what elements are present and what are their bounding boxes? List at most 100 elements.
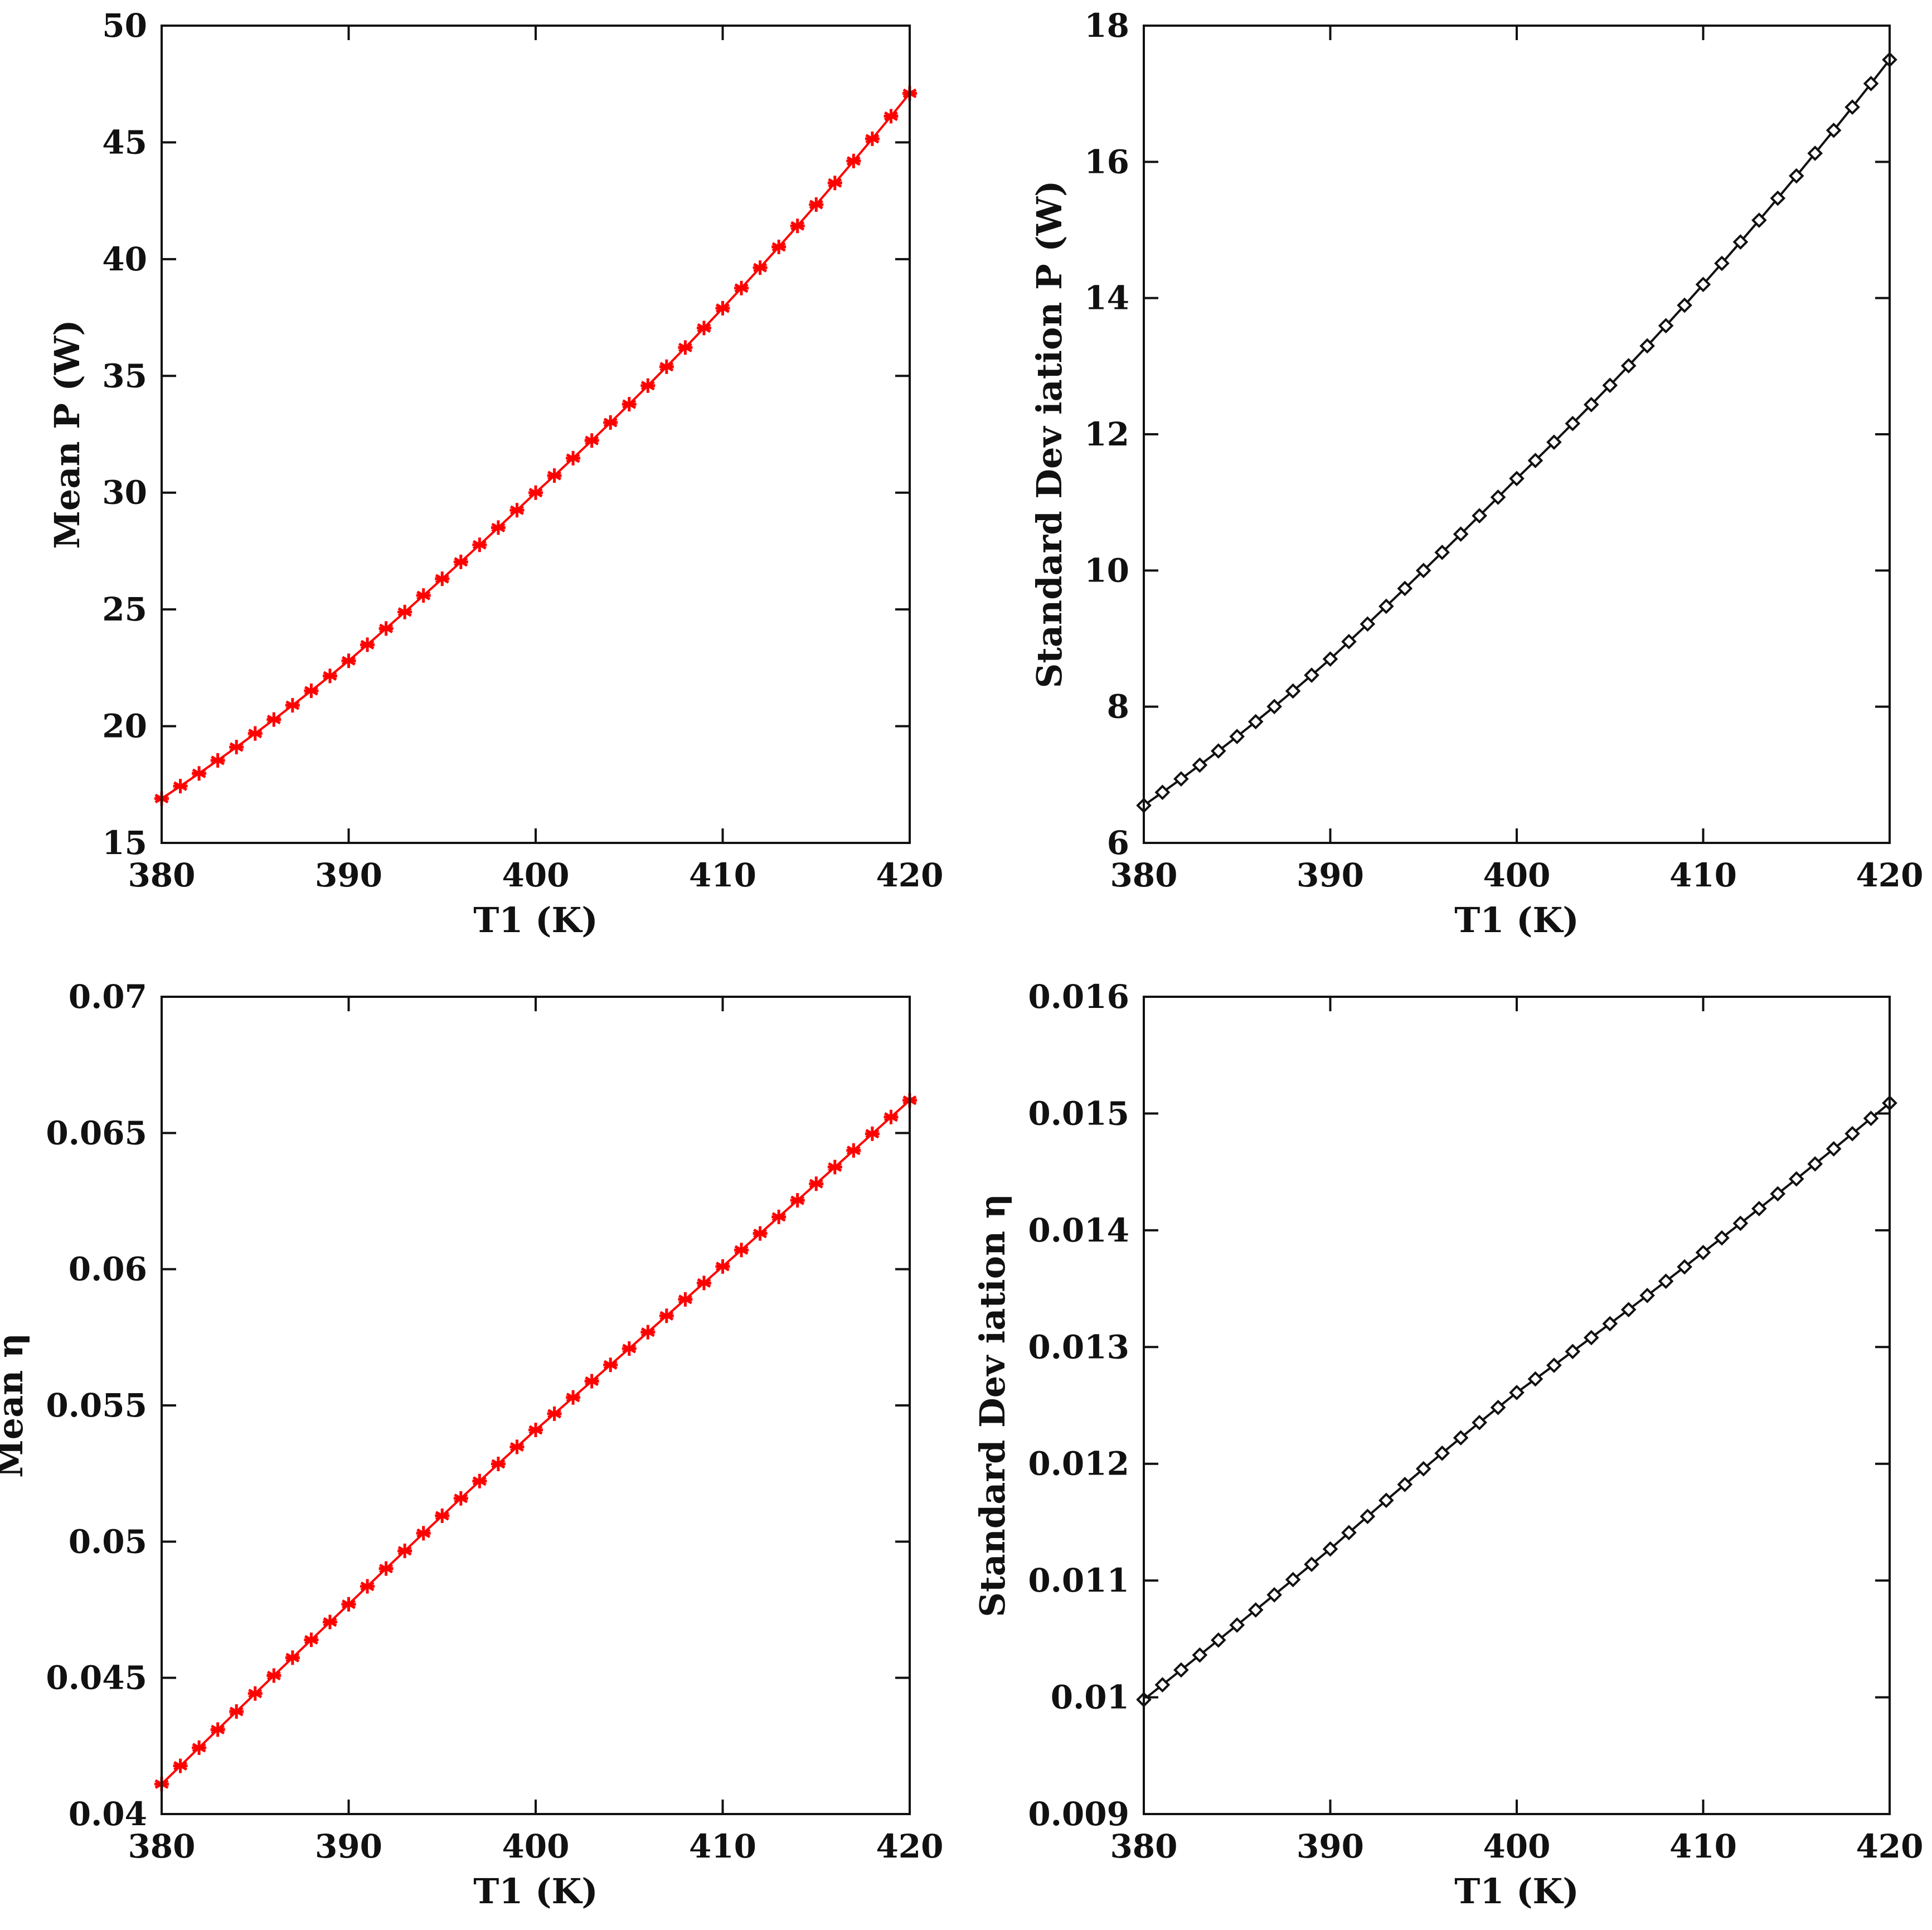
data-point [865,131,880,146]
data-point [1639,1287,1655,1303]
x-tick-label: 400 [1483,1827,1550,1865]
data-point [884,1109,899,1124]
data-point [1658,318,1674,334]
data-point [827,1160,842,1175]
data-point [659,1308,674,1323]
data-point [1565,1344,1581,1360]
data-point [491,520,506,535]
data-point [1397,1476,1413,1492]
data-point [1229,729,1245,744]
data-point [622,397,637,412]
data-point [1695,277,1711,293]
data-point [1415,562,1431,579]
data-point [435,571,450,586]
data-point [192,766,207,781]
data-point [173,1758,188,1773]
data-point [266,1668,281,1683]
data-point [640,1325,656,1340]
panel-std-power: 380 390 400 410 420 6 8 10 12 14 16 18 T1 (K) Stan… [1029,7,1924,940]
y-tick-label: 45 [102,123,147,161]
y-tick-label: 18 [1084,7,1129,45]
data-point [1844,1126,1860,1142]
y-ticks: 15 20 25 30 35 40 45 50 [102,7,910,862]
series-mean-efficiency [154,1093,917,1792]
data-point [1620,358,1637,374]
data-point [734,1243,749,1258]
data-point [453,554,468,569]
data-point [1826,1141,1842,1157]
data-point [603,1357,618,1373]
data-point [285,698,300,713]
x-tick-label: 420 [876,1827,943,1865]
data-point [1770,190,1786,206]
data-point [1677,297,1692,313]
data-point [1807,146,1823,161]
data-point [1434,545,1450,560]
data-point [715,300,730,316]
x-tick-label: 400 [502,856,569,894]
data-point [1210,743,1226,759]
data-point [1788,1171,1804,1187]
data-point [1490,1399,1506,1415]
y-tick-label: 35 [102,357,147,395]
data-point [734,280,749,295]
data-point [1863,1111,1879,1126]
y-tick-label: 0.009 [1028,1795,1129,1833]
data-point [1378,1492,1394,1509]
x-axis-label: T1 (K) [473,900,598,940]
data-point [1751,1201,1767,1216]
y-ticks: 6 8 10 12 14 16 18 [1084,7,1890,862]
data-point [304,1632,319,1647]
data-point [192,1740,207,1755]
data-point [1714,1230,1730,1246]
x-tick-label: 390 [1297,856,1364,894]
x-tick-label: 420 [876,856,943,894]
data-point [622,1341,637,1356]
x-ticks: 380 390 400 410 420 [128,997,944,1865]
y-tick-label: 0.01 [1051,1679,1129,1716]
y-tick-label: 0.055 [46,1386,147,1424]
data-point [1210,1632,1226,1648]
x-axis-label: T1 (K) [1454,1871,1579,1912]
data-point [1154,784,1171,801]
y-tick-label: 14 [1084,279,1129,317]
x-tick-label: 420 [1856,856,1923,894]
y-tick-label: 0.016 [1028,978,1129,1016]
data-point [304,683,319,699]
data-point [846,153,861,168]
data-point [1247,1602,1264,1618]
x-axis-label: T1 (K) [473,1871,598,1912]
data-point [696,1276,711,1291]
data-point [603,415,618,430]
data-point [753,1226,768,1241]
data-point [360,1579,375,1594]
data-point [1844,99,1860,115]
y-tick-label: 0.014 [1028,1211,1129,1249]
y-tick-label: 0.011 [1028,1562,1129,1599]
y-tick-label: 16 [1084,143,1129,181]
data-point [397,1543,412,1558]
data-point [584,433,599,448]
x-tick-label: 410 [1669,856,1737,894]
data-point [1658,1273,1674,1289]
data-point [1546,1357,1562,1373]
y-tick-label: 10 [1084,551,1129,589]
data-point [1509,471,1525,487]
x-tick-label: 380 [128,856,195,894]
data-point [566,1390,581,1405]
data-point [1266,1587,1282,1603]
x-ticks: 380 390 400 410 420 [1110,26,1924,894]
y-tick-label: 0.045 [46,1659,147,1697]
data-point [1807,1156,1823,1172]
data-point [509,503,525,518]
data-point [884,109,899,124]
data-point [1620,1302,1637,1318]
data-point [229,740,244,755]
x-ticks: 380 390 400 410 420 [1110,997,1924,1865]
data-point [1677,1259,1692,1275]
data-point [1583,396,1599,413]
y-tick-label: 0.013 [1028,1328,1129,1366]
x-tick-label: 380 [1110,1827,1177,1865]
x-tick-label: 390 [315,1827,382,1865]
